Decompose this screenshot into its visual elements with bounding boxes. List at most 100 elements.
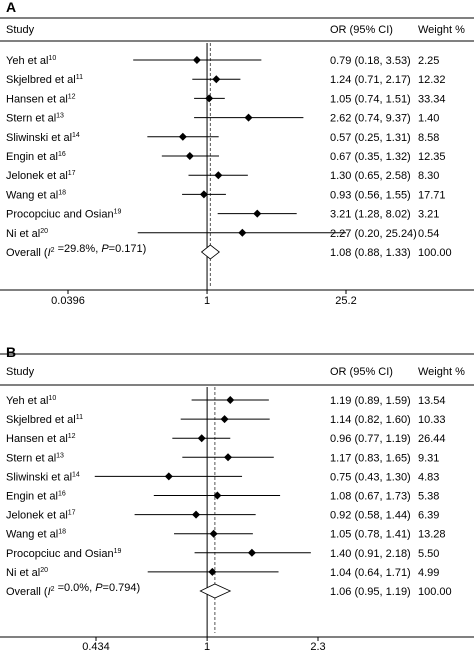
panel-b-study-2-label: Skjelbred et al11 — [6, 414, 83, 426]
panel-a-study-6-label: Engin et al16 — [6, 151, 66, 163]
panel-b-study-4-point — [224, 453, 233, 462]
panel-a-study-7-point — [214, 171, 223, 180]
panel-b-study-3-point — [197, 434, 206, 443]
panel-b-study-10-point — [208, 567, 217, 576]
panel-b-study-10-ci-text: 1.04 (0.64, 1.71) — [330, 567, 411, 579]
panel-b-study-3-weight: 26.44 — [418, 433, 446, 445]
panel-b-study-10-label: Ni et al20 — [6, 567, 48, 579]
panel-a-study-8-ci-text: 0.93 (0.56, 1.55) — [330, 189, 411, 201]
panel-a-study-10-point — [238, 228, 247, 237]
panel-a-study-8-weight: 17.71 — [418, 189, 446, 201]
panel-a-study-2-ci-text: 1.24 (0.71, 2.17) — [330, 74, 411, 86]
panel-b-study-5-weight: 4.83 — [418, 471, 439, 483]
panel-b-study-3-label: Hansen et al12 — [6, 433, 76, 445]
panel-a-study-6-ci-text: 0.67 (0.35, 1.32) — [330, 151, 411, 163]
panel-a-study-7-ci-text: 1.30 (0.65, 2.58) — [330, 170, 411, 182]
panel-a-study-2-weight: 12.32 — [418, 74, 446, 86]
panel-b-study-8-ci-text: 1.05 (0.78, 1.41) — [330, 529, 411, 541]
panel-a-study-5-point — [178, 132, 187, 141]
panel-b-study-9-point — [247, 548, 256, 557]
panel-b-study-1-point — [226, 396, 235, 404]
panel-a-study-2-point — [212, 75, 221, 84]
panel-b-study-4-ci-text: 1.17 (0.83, 1.65) — [330, 452, 411, 464]
panel-a-study-7-label: Jelonek et al17 — [6, 170, 76, 182]
panel-a-study-7-weight: 8.30 — [418, 170, 439, 182]
panel-b-study-4-weight: 9.31 — [418, 452, 439, 464]
panel-b-study-8-label: Wang et al18 — [6, 529, 66, 541]
panel-a-study-4-ci-text: 2.62 (0.74, 9.37) — [330, 113, 411, 125]
panel-b-study-9-label: Procopciuc and Osian19 — [6, 548, 122, 560]
panel-b-study-6-point — [213, 491, 222, 500]
panel-b-tick-label-2: 1 — [204, 641, 210, 653]
panel-a-overall-weight: 100.00 — [418, 247, 452, 259]
panel-a-overall-label: Overall (I2 =29.8%, P=0.171) — [6, 243, 146, 259]
panel-b-study-10-weight: 4.99 — [418, 567, 439, 579]
panel-a-study-8-point — [199, 190, 208, 199]
panel-a-study-5-weight: 8.58 — [418, 132, 439, 144]
panel-b-study-7-label: Jelonek et al17 — [6, 510, 76, 522]
panel-b-header-ci: OR (95% CI) — [330, 366, 393, 378]
panel-b-tick-label-1: 0.434 — [82, 641, 110, 653]
panel-b-study-5-ci-text: 0.75 (0.43, 1.30) — [330, 471, 411, 483]
panel-b-header-weight: Weight % — [418, 366, 465, 378]
panel-a-study-10-weight: 0.54 — [418, 228, 439, 240]
panel-b-overall-weight: 100.00 — [418, 586, 452, 598]
panel-a-study-1-weight: 2.25 — [418, 55, 439, 67]
panel-a-study-8-label: Wang et al18 — [6, 189, 66, 201]
panel-b-study-9-weight: 5.50 — [418, 548, 439, 560]
panel-a-study-1-label: Yeh et al10 — [6, 55, 56, 67]
panel-a-study-9-label: Procopciuc and Osian19 — [6, 209, 122, 221]
panel-b-study-5-label: Sliwinski et al14 — [6, 471, 80, 483]
panel-a-study-4-point — [244, 113, 253, 122]
panel-b-study-7-ci-text: 0.92 (0.58, 1.44) — [330, 510, 411, 522]
panel-b-header-study: Study — [6, 366, 35, 378]
panel-b-study-8-point — [209, 529, 218, 538]
panel-b-label: B — [6, 344, 16, 360]
panel-a-overall-diamond — [200, 244, 220, 260]
panel-b-overall-label: Overall (I2 =0.0%, P=0.794) — [6, 582, 140, 598]
panel-a-study-3-label: Hansen et al12 — [6, 93, 76, 105]
panel-b-study-7-weight: 6.39 — [418, 510, 439, 522]
panel-a-study-6-weight: 12.35 — [418, 151, 446, 163]
panel-b-study-2-ci-text: 1.14 (0.82, 1.60) — [330, 414, 411, 426]
panel-a-study-9-weight: 3.21 — [418, 209, 439, 221]
panel-a-study-1-point — [192, 56, 201, 64]
panel-a-study-9-point — [253, 209, 262, 218]
panel-b-study-9-ci-text: 1.40 (0.91, 2.18) — [330, 548, 411, 560]
panel-a-header-study: Study — [6, 24, 35, 36]
panel-a-study-3-point — [205, 94, 214, 103]
panel-a-study-4-weight: 1.40 — [418, 113, 439, 125]
panel-a-study-2-label: Skjelbred et al11 — [6, 74, 83, 86]
panel-b-study-8-weight: 13.28 — [418, 529, 446, 541]
panel-b-study-2-weight: 10.33 — [418, 414, 446, 426]
panel-a-overall-ci-text: 1.08 (0.88, 1.33) — [330, 247, 411, 259]
panel-a-study-6-point — [185, 152, 194, 160]
panel-b-study-3-ci-text: 0.96 (0.77, 1.19) — [330, 433, 411, 445]
panel-b-study-5-point — [164, 472, 173, 481]
panel-b-study-4-label: Stern et al13 — [6, 452, 64, 464]
panel-b-study-1-ci-text: 1.19 (0.89, 1.59) — [330, 395, 411, 407]
panel-a-tick-label-3: 25.2 — [335, 295, 356, 307]
panel-a-tick-label-1: 0.0396 — [51, 295, 85, 307]
panel-b-tick-label-3: 2.3 — [310, 641, 325, 653]
panel-a-study-5-ci-text: 0.57 (0.25, 1.31) — [330, 132, 411, 144]
panel-b-study-1-weight: 13.54 — [418, 395, 446, 407]
panel-a-study-9-ci-text: 3.21 (1.28, 8.02) — [330, 209, 411, 221]
panel-a-tick-label-2: 1 — [204, 295, 210, 307]
panel-a-study-10-label: Ni et al20 — [6, 228, 48, 240]
panel-b-study-1-label: Yeh et al10 — [6, 395, 56, 407]
panel-a-study-3-ci-text: 1.05 (0.74, 1.51) — [330, 93, 411, 105]
panel-b-study-6-ci-text: 1.08 (0.67, 1.73) — [330, 491, 411, 503]
panel-b-study-7-point — [192, 510, 201, 519]
panel-a-study-10-ci-text: 2.27 (0.20, 25.24) — [330, 228, 417, 240]
panel-a-label: A — [6, 0, 16, 15]
panel-b-overall-diamond — [199, 583, 232, 599]
panel-b-overall-ci-text: 1.06 (0.95, 1.19) — [330, 586, 411, 598]
panel-a-header-weight: Weight % — [418, 24, 465, 36]
panel-b-study-6-label: Engin et al16 — [6, 491, 66, 503]
panel-a-study-3-weight: 33.34 — [418, 93, 446, 105]
panel-a-study-5-label: Sliwinski et al14 — [6, 132, 80, 144]
panel-a-header-ci: OR (95% CI) — [330, 24, 393, 36]
panel-b-study-6-weight: 5.38 — [418, 491, 439, 503]
